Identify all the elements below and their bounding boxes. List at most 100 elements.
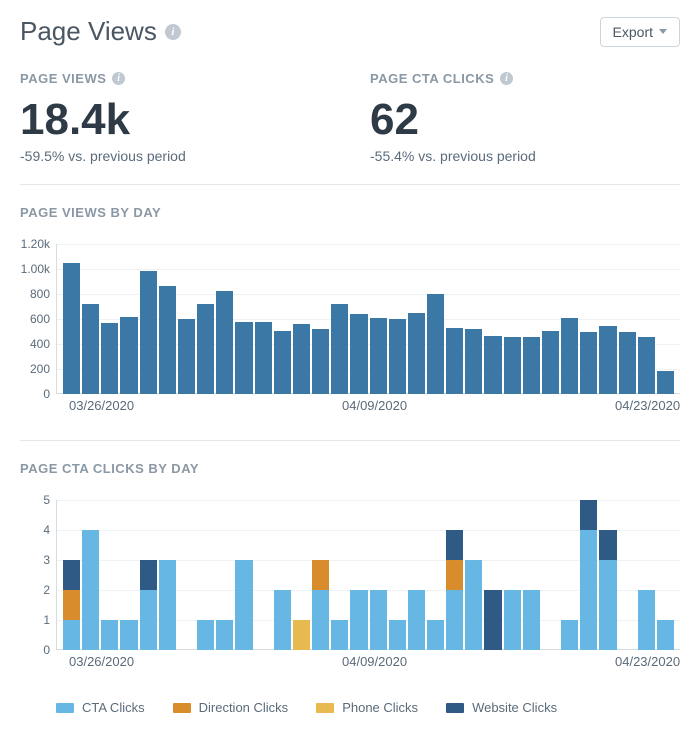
bar[interactable] bbox=[82, 500, 99, 650]
x-tick: 04/23/2020 bbox=[615, 654, 680, 669]
bar[interactable] bbox=[331, 244, 348, 394]
bar[interactable] bbox=[657, 244, 674, 394]
bar[interactable] bbox=[159, 500, 176, 650]
bar-segment-cta bbox=[389, 620, 406, 650]
metric-value: 18.4k bbox=[20, 96, 330, 144]
bar[interactable] bbox=[484, 500, 501, 650]
bar[interactable] bbox=[561, 500, 578, 650]
bar[interactable] bbox=[408, 244, 425, 394]
bar-segment-cta bbox=[370, 590, 387, 650]
bar-segment-cta bbox=[120, 620, 137, 650]
bar[interactable] bbox=[504, 244, 521, 394]
bar[interactable] bbox=[82, 244, 99, 394]
metric-label-text: PAGE CTA CLICKS bbox=[370, 71, 494, 86]
bar[interactable] bbox=[427, 244, 444, 394]
bar[interactable] bbox=[312, 500, 329, 650]
bar[interactable] bbox=[408, 500, 425, 650]
bar[interactable] bbox=[312, 244, 329, 394]
bar[interactable] bbox=[638, 244, 655, 394]
bar-segment-cta bbox=[504, 590, 521, 650]
bar[interactable] bbox=[274, 244, 291, 394]
legend-label: CTA Clicks bbox=[82, 700, 145, 715]
bar[interactable] bbox=[619, 500, 636, 650]
bar[interactable] bbox=[504, 500, 521, 650]
bar[interactable] bbox=[465, 500, 482, 650]
bar[interactable] bbox=[255, 500, 272, 650]
bar[interactable] bbox=[484, 244, 501, 394]
bar-segment-cta bbox=[235, 560, 252, 650]
bar[interactable] bbox=[101, 244, 118, 394]
bar[interactable] bbox=[63, 244, 80, 394]
legend-swatch bbox=[173, 703, 191, 713]
x-tick: 04/23/2020 bbox=[615, 398, 680, 413]
bar-segment-cta bbox=[159, 560, 176, 650]
bar-segment-cta bbox=[561, 620, 578, 650]
bar[interactable] bbox=[350, 500, 367, 650]
bar[interactable] bbox=[197, 244, 214, 394]
bar[interactable] bbox=[216, 500, 233, 650]
bar[interactable] bbox=[657, 500, 674, 650]
bar-segment-direction bbox=[312, 560, 329, 590]
chart-area: 012345 bbox=[20, 500, 680, 650]
bar[interactable] bbox=[235, 244, 252, 394]
info-icon[interactable]: i bbox=[165, 24, 181, 40]
info-icon[interactable]: i bbox=[112, 72, 125, 85]
bar[interactable] bbox=[523, 244, 540, 394]
bar-segment-cta bbox=[638, 590, 655, 650]
bar[interactable] bbox=[293, 244, 310, 394]
bar-segment-phone bbox=[293, 620, 310, 650]
bar[interactable] bbox=[331, 500, 348, 650]
bar[interactable] bbox=[63, 500, 80, 650]
bar[interactable] bbox=[216, 244, 233, 394]
bar[interactable] bbox=[235, 500, 252, 650]
bar[interactable] bbox=[350, 244, 367, 394]
bar-segment-cta bbox=[408, 590, 425, 650]
legend-item[interactable]: Phone Clicks bbox=[316, 700, 418, 715]
bar[interactable] bbox=[120, 244, 137, 394]
legend-swatch bbox=[446, 703, 464, 713]
export-button-label: Export bbox=[613, 24, 653, 40]
bar[interactable] bbox=[446, 244, 463, 394]
bar[interactable] bbox=[580, 500, 597, 650]
bars bbox=[57, 500, 680, 650]
bar[interactable] bbox=[293, 500, 310, 650]
bar[interactable] bbox=[619, 244, 636, 394]
bar[interactable] bbox=[178, 244, 195, 394]
bar[interactable] bbox=[580, 244, 597, 394]
bar[interactable] bbox=[542, 244, 559, 394]
bar[interactable] bbox=[159, 244, 176, 394]
bar[interactable] bbox=[255, 244, 272, 394]
bar[interactable] bbox=[599, 500, 616, 650]
info-icon[interactable]: i bbox=[500, 72, 513, 85]
chart-title: PAGE VIEWS BY DAY bbox=[20, 205, 680, 220]
bar[interactable] bbox=[178, 500, 195, 650]
bar[interactable] bbox=[120, 500, 137, 650]
legend-item[interactable]: Website Clicks bbox=[446, 700, 557, 715]
bar[interactable] bbox=[561, 244, 578, 394]
bar[interactable] bbox=[101, 500, 118, 650]
bar[interactable] bbox=[370, 244, 387, 394]
bar[interactable] bbox=[446, 500, 463, 650]
legend-item[interactable]: CTA Clicks bbox=[56, 700, 145, 715]
bar[interactable] bbox=[638, 500, 655, 650]
bar[interactable] bbox=[389, 500, 406, 650]
legend-swatch bbox=[316, 703, 334, 713]
bar[interactable] bbox=[140, 244, 157, 394]
export-button[interactable]: Export bbox=[600, 17, 680, 47]
bar[interactable] bbox=[389, 244, 406, 394]
page-title: Page Views i bbox=[20, 16, 181, 47]
bar[interactable] bbox=[274, 500, 291, 650]
bar[interactable] bbox=[523, 500, 540, 650]
legend-item[interactable]: Direction Clicks bbox=[173, 700, 289, 715]
bar[interactable] bbox=[427, 500, 444, 650]
bar[interactable] bbox=[465, 244, 482, 394]
chart-title: PAGE CTA CLICKS BY DAY bbox=[20, 461, 680, 476]
chart-page-views-by-day: PAGE VIEWS BY DAY 02004006008001.00k1.20… bbox=[20, 205, 680, 420]
bar[interactable] bbox=[197, 500, 214, 650]
bar-segment-website bbox=[446, 530, 463, 560]
bar[interactable] bbox=[542, 500, 559, 650]
bar[interactable] bbox=[370, 500, 387, 650]
metric-page-views: PAGE VIEWS i 18.4k -59.5% vs. previous p… bbox=[20, 71, 330, 164]
bar[interactable] bbox=[140, 500, 157, 650]
bar[interactable] bbox=[599, 244, 616, 394]
